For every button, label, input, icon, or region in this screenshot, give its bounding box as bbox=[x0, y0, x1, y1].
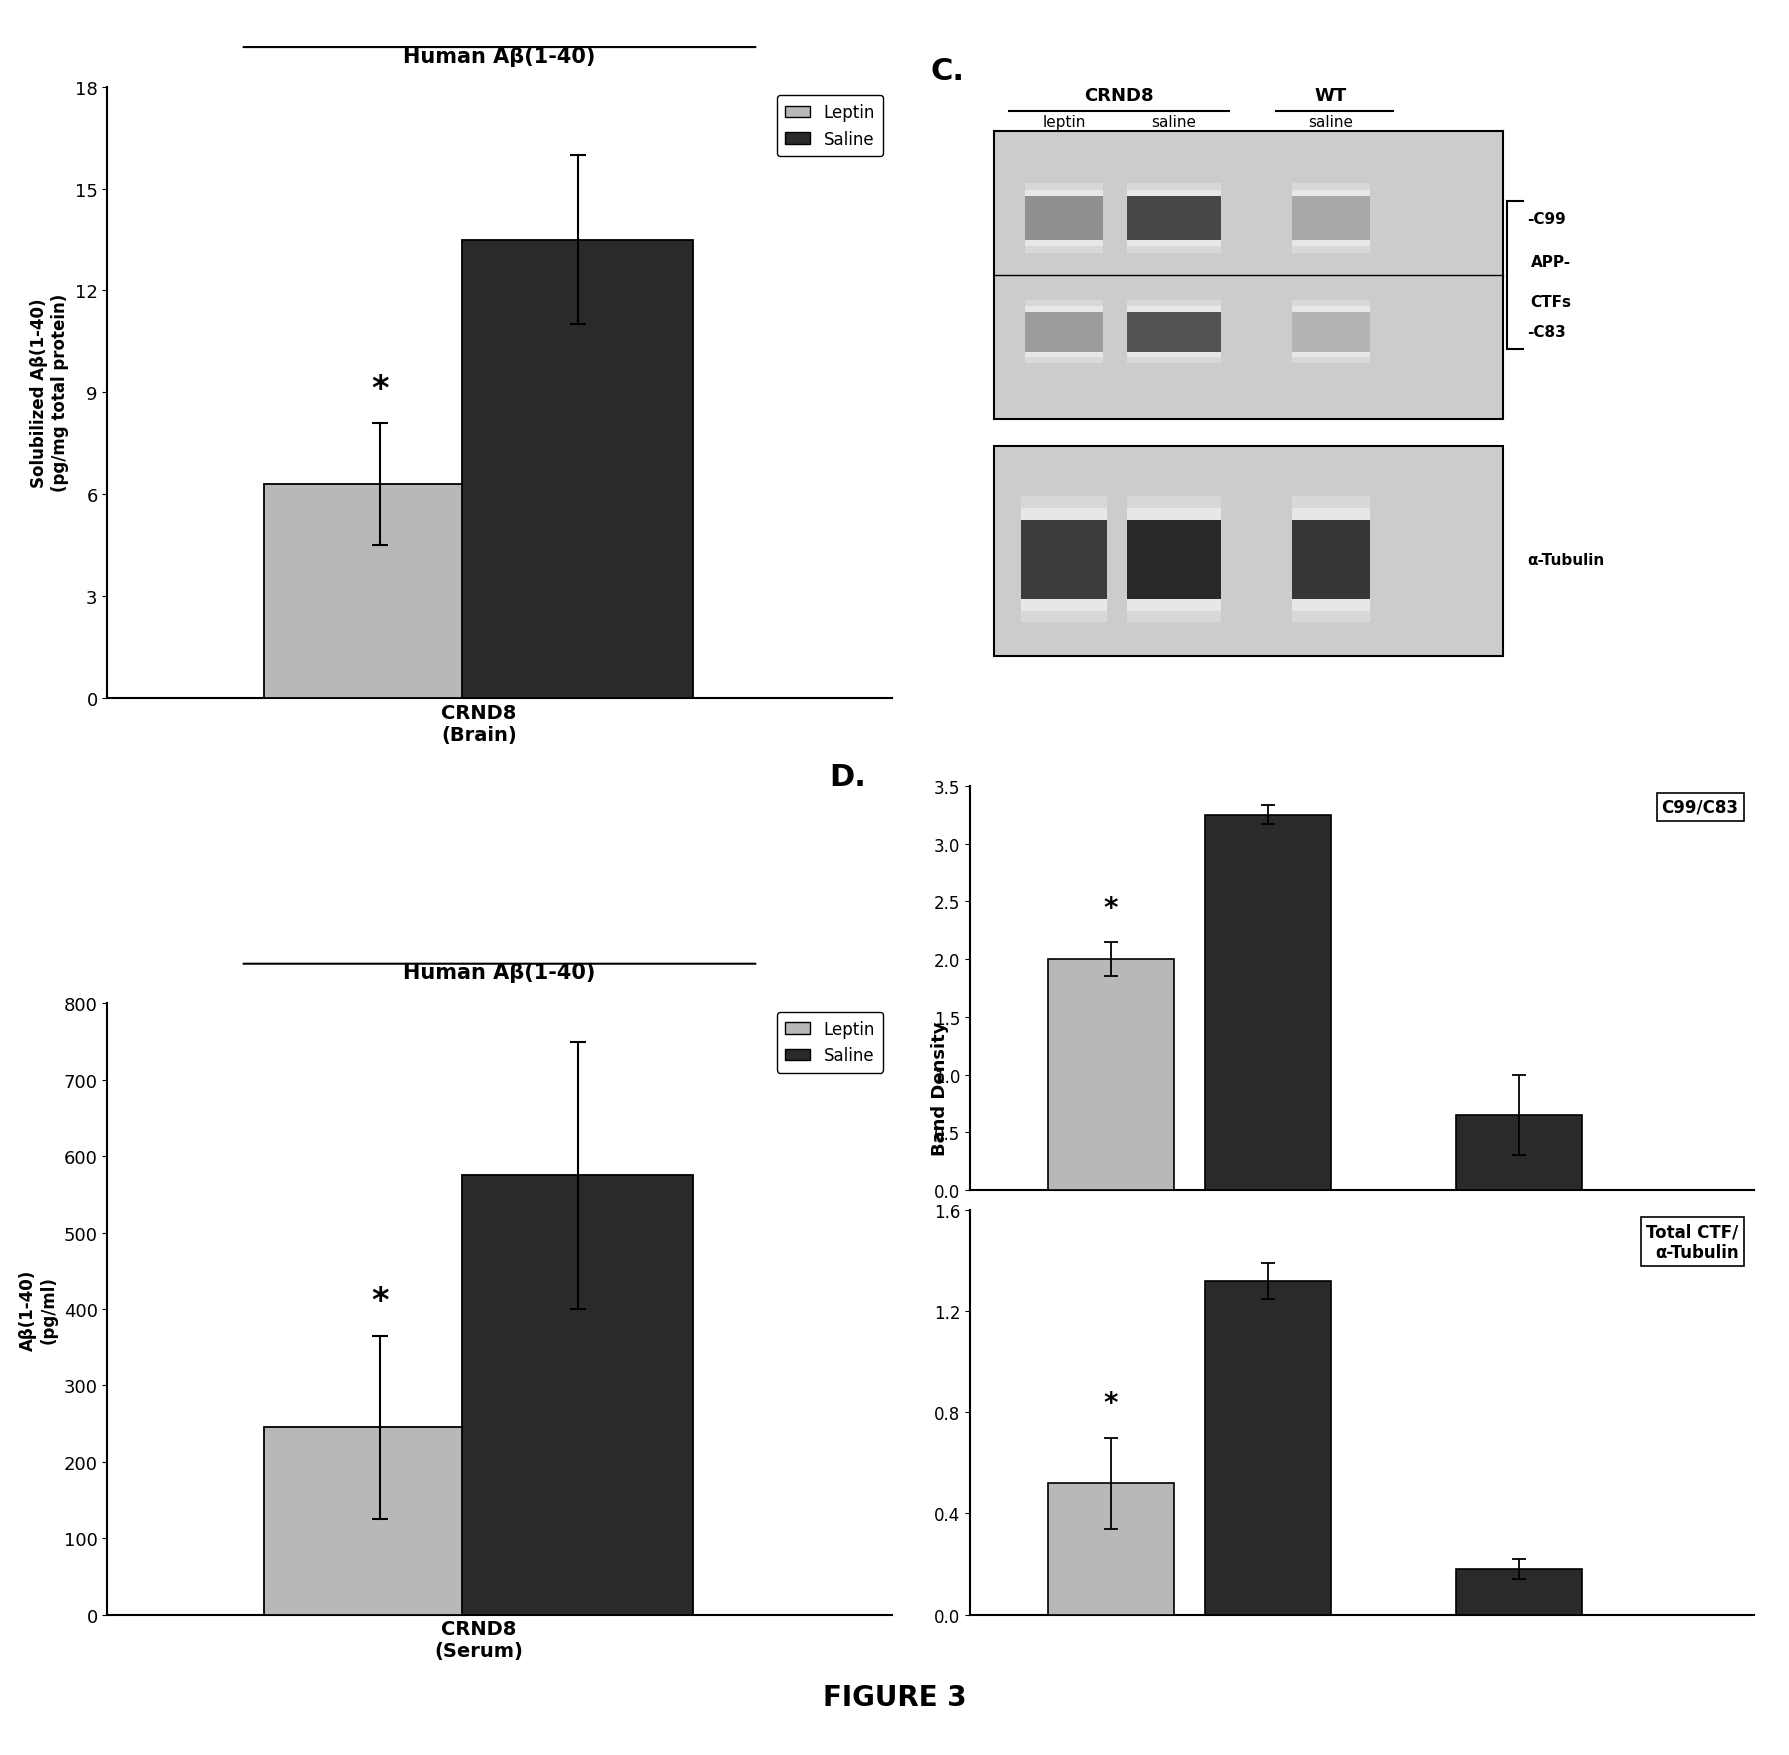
Bar bbox=[1456, 1116, 1581, 1190]
Bar bbox=[1127, 521, 1220, 600]
Bar bbox=[1025, 353, 1102, 363]
Text: WT: WT bbox=[1313, 88, 1345, 105]
Bar bbox=[1456, 1569, 1581, 1615]
Text: Band Density: Band Density bbox=[930, 1021, 948, 1155]
Bar bbox=[1020, 521, 1107, 600]
Bar bbox=[1292, 509, 1369, 521]
Text: -C83: -C83 bbox=[1526, 325, 1565, 340]
Bar bbox=[1025, 307, 1102, 312]
Bar bbox=[1292, 197, 1369, 240]
Bar bbox=[1020, 600, 1107, 623]
Bar bbox=[1127, 240, 1220, 254]
Bar bbox=[1127, 353, 1220, 358]
Bar bbox=[993, 446, 1503, 656]
Bar bbox=[1292, 307, 1369, 312]
Bar bbox=[1292, 240, 1369, 247]
Text: *: * bbox=[370, 1285, 388, 1318]
Text: APP-: APP- bbox=[1530, 254, 1571, 270]
Bar bbox=[1127, 197, 1220, 240]
Bar bbox=[1127, 497, 1220, 521]
Bar bbox=[1292, 600, 1369, 623]
Bar bbox=[1020, 497, 1107, 521]
Title: Human Aβ(1-40): Human Aβ(1-40) bbox=[403, 963, 596, 983]
Text: -C99: -C99 bbox=[1526, 211, 1565, 226]
Text: FIGURE 3: FIGURE 3 bbox=[823, 1683, 966, 1711]
Text: α-Tubulin: α-Tubulin bbox=[1526, 553, 1603, 567]
Bar bbox=[1292, 312, 1369, 353]
Bar bbox=[1292, 497, 1369, 521]
Y-axis label: Solubilized Aβ(1-40)
(pg/mg total protein): Solubilized Aβ(1-40) (pg/mg total protei… bbox=[30, 295, 70, 491]
Bar bbox=[1127, 240, 1220, 247]
Text: C.: C. bbox=[930, 58, 964, 86]
Bar bbox=[1025, 312, 1102, 353]
Bar bbox=[265, 1427, 496, 1615]
Bar bbox=[1025, 240, 1102, 254]
Legend: Leptin, Saline: Leptin, Saline bbox=[776, 97, 882, 156]
Bar bbox=[1292, 184, 1369, 197]
Text: Total CTF/
α-Tubulin: Total CTF/ α-Tubulin bbox=[1646, 1223, 1737, 1262]
Bar bbox=[1025, 302, 1102, 312]
Text: CRND8: CRND8 bbox=[1084, 88, 1154, 105]
Text: *: * bbox=[1104, 1390, 1118, 1418]
Bar bbox=[1127, 307, 1220, 312]
Bar bbox=[1127, 353, 1220, 363]
Bar bbox=[1292, 191, 1369, 197]
Bar bbox=[1292, 600, 1369, 611]
Bar bbox=[1048, 1483, 1174, 1615]
Bar bbox=[462, 1176, 692, 1615]
Bar bbox=[1127, 191, 1220, 197]
Text: saline: saline bbox=[1150, 116, 1195, 130]
Text: CTFs: CTFs bbox=[1530, 295, 1571, 309]
Bar bbox=[1025, 191, 1102, 197]
Bar bbox=[265, 484, 496, 698]
Bar bbox=[1025, 240, 1102, 247]
Bar bbox=[1292, 521, 1369, 600]
Bar bbox=[462, 240, 692, 698]
Bar bbox=[1292, 353, 1369, 358]
Bar bbox=[1127, 600, 1220, 611]
Text: D.: D. bbox=[828, 762, 866, 792]
Bar bbox=[1025, 184, 1102, 197]
Bar bbox=[1048, 960, 1174, 1190]
Bar bbox=[1292, 240, 1369, 254]
Bar bbox=[1292, 302, 1369, 312]
Text: saline: saline bbox=[1308, 116, 1352, 130]
Bar bbox=[1292, 353, 1369, 363]
Bar bbox=[1127, 184, 1220, 197]
Text: C99/C83: C99/C83 bbox=[1660, 799, 1737, 816]
Text: *: * bbox=[1104, 893, 1118, 921]
Bar bbox=[1204, 816, 1329, 1190]
Bar bbox=[1127, 600, 1220, 623]
Bar bbox=[1025, 353, 1102, 358]
Bar bbox=[1127, 302, 1220, 312]
Title: Human Aβ(1-40): Human Aβ(1-40) bbox=[403, 47, 596, 67]
Bar bbox=[1025, 197, 1102, 240]
Bar bbox=[993, 132, 1503, 419]
Bar bbox=[1020, 509, 1107, 521]
Text: *: * bbox=[370, 372, 388, 405]
Bar bbox=[1204, 1281, 1329, 1615]
Y-axis label: Aβ(1-40)
(pg/ml): Aβ(1-40) (pg/ml) bbox=[20, 1269, 57, 1350]
Bar bbox=[1020, 600, 1107, 611]
Bar bbox=[1127, 312, 1220, 353]
Text: leptin: leptin bbox=[1041, 116, 1086, 130]
Legend: Leptin, Saline: Leptin, Saline bbox=[776, 1013, 882, 1072]
Bar bbox=[1127, 509, 1220, 521]
